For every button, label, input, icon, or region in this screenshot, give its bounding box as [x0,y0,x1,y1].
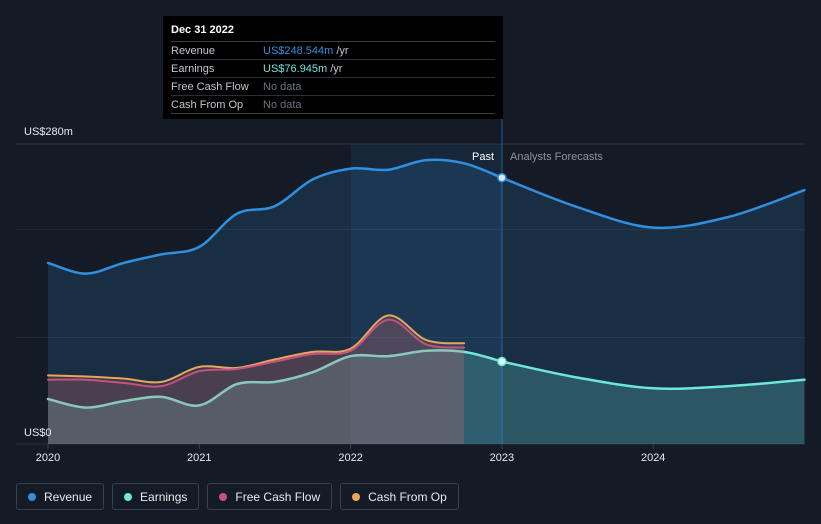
y-label-bottom: US$0 [24,427,52,439]
tooltip-date: Dec 31 2022 [171,24,495,42]
legend-label: Cash From Op [368,489,447,504]
gridlines [16,143,805,445]
earnings-marker [497,356,507,367]
legend-dot-icon [28,492,36,501]
tooltip-unit: /yr [330,62,343,75]
tooltip: Dec 31 2022 Revenue US$248.544m/yr Earni… [163,16,503,119]
tooltip-label: Cash From Op [171,98,244,111]
legend-label: Revenue [44,489,93,504]
tooltip-label: Revenue [171,44,216,57]
tooltip-value: No data [263,98,302,111]
x-tick-label: 2022 [338,452,362,464]
x-axis-ticks: 2020 2021 2022 2023 2024 [36,444,665,464]
tooltip-value: US$248.544m [263,44,334,57]
legend-item-free-cash-flow[interactable]: Free Cash Flow [207,483,333,510]
legend-dot-icon [219,492,228,501]
legend-dot-icon [352,492,361,501]
tooltip-row-earnings: Earnings US$76.945m/yr [171,60,495,78]
tooltip-row-revenue: Revenue US$248.544m/yr [171,42,495,60]
past-label: Past [472,151,494,163]
cash-from-op-area [48,315,465,444]
earnings-forecast-line [500,360,806,391]
x-tick-label: 2023 [490,452,514,464]
earnings-line [46,349,504,409]
legend-label: Earnings [140,489,188,504]
tooltip-value: No data [263,80,302,93]
legend: Revenue Earnings Free Cash Flow Cash Fro… [16,483,459,510]
free-cash-flow-line [47,318,466,388]
cash-from-op-line [47,314,466,384]
tooltip-label: Free Cash Flow [171,80,249,93]
revenue-line [46,158,504,275]
free-cash-flow-area [48,319,465,444]
legend-item-cash-from-op[interactable]: Cash From Op [340,483,459,510]
revenue-forecast-line [500,176,806,230]
tooltip-row-cfo: Cash From Op No data [171,96,495,114]
y-label-top: US$280m [24,126,73,138]
revenue-marker [497,173,507,183]
legend-label: Free Cash Flow [235,489,321,504]
tooltip-row-fcf: Free Cash Flow No data [171,78,495,96]
legend-item-earnings[interactable]: Earnings [112,483,200,510]
legend-dot-icon [124,492,133,501]
forecast-label: Analysts Forecasts [510,151,603,163]
tooltip-value: US$76.945m [263,62,328,75]
highlight-band [351,144,502,444]
tooltip-unit: /yr [336,44,349,57]
tooltip-label: Earnings [171,62,215,75]
series-layer [46,158,806,445]
earnings-area [48,350,502,444]
x-tick-label: 2021 [187,452,211,464]
legend-item-revenue[interactable]: Revenue [16,483,105,510]
earnings-forecast-area [501,361,805,444]
revenue-area [48,159,502,444]
x-tick-label: 2020 [36,452,60,464]
x-tick-label: 2024 [641,452,665,464]
